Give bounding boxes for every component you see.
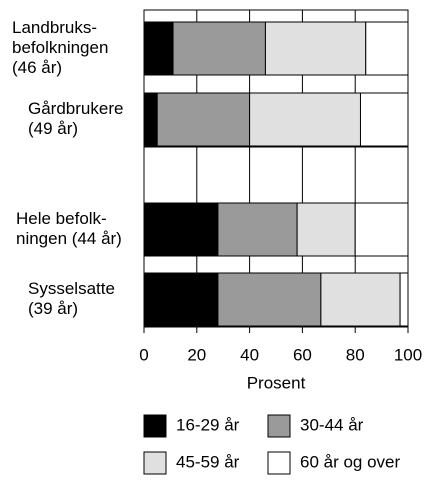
bar-segment — [143, 92, 158, 147]
x-tick-label: 80 — [346, 345, 365, 364]
legend-swatch — [267, 451, 291, 475]
bar-segment — [143, 21, 174, 76]
x-tick-label: 40 — [240, 345, 259, 364]
bar-segment — [143, 272, 219, 327]
category-label: Sysselsatte — [28, 279, 115, 298]
bar-segment — [399, 272, 409, 327]
bar-segment — [156, 92, 251, 147]
x-tick-label: 20 — [187, 345, 206, 364]
category-label: befolkningen — [12, 38, 108, 57]
legend-label: 60 år og over — [300, 452, 401, 471]
bar-segment — [217, 202, 298, 257]
category-label: Gårdbrukere — [28, 99, 123, 118]
bar-segment — [296, 202, 356, 257]
category-label: (46 år) — [12, 58, 62, 77]
bar-segment — [217, 272, 322, 327]
x-tick-label: 60 — [293, 345, 312, 364]
legend-swatch — [143, 451, 167, 475]
bar-segment — [359, 92, 409, 147]
legend-label: 30-44 år — [300, 415, 364, 434]
bar-segment — [249, 92, 361, 147]
category-label: (49 år) — [28, 119, 78, 138]
bar-segment — [320, 272, 401, 327]
legend-swatch — [267, 414, 291, 438]
legend-label: 45-59 år — [176, 452, 240, 471]
bar-segment — [354, 202, 409, 257]
x-tick-label: 0 — [139, 345, 148, 364]
x-tick-label: 100 — [394, 345, 422, 364]
bar-segment — [365, 21, 409, 76]
category-label: Hele befolk- — [16, 209, 107, 228]
legend-label: 16-29 år — [176, 415, 240, 434]
bar-segment — [264, 21, 367, 76]
category-label: ningen (44 år) — [16, 229, 122, 248]
x-axis-label: Prosent — [247, 373, 306, 392]
legend-swatch — [143, 414, 167, 438]
bar-segment — [172, 21, 266, 76]
bar-segment — [143, 202, 219, 257]
category-label: Landbruks- — [12, 18, 97, 37]
category-label: (39 år) — [28, 299, 78, 318]
